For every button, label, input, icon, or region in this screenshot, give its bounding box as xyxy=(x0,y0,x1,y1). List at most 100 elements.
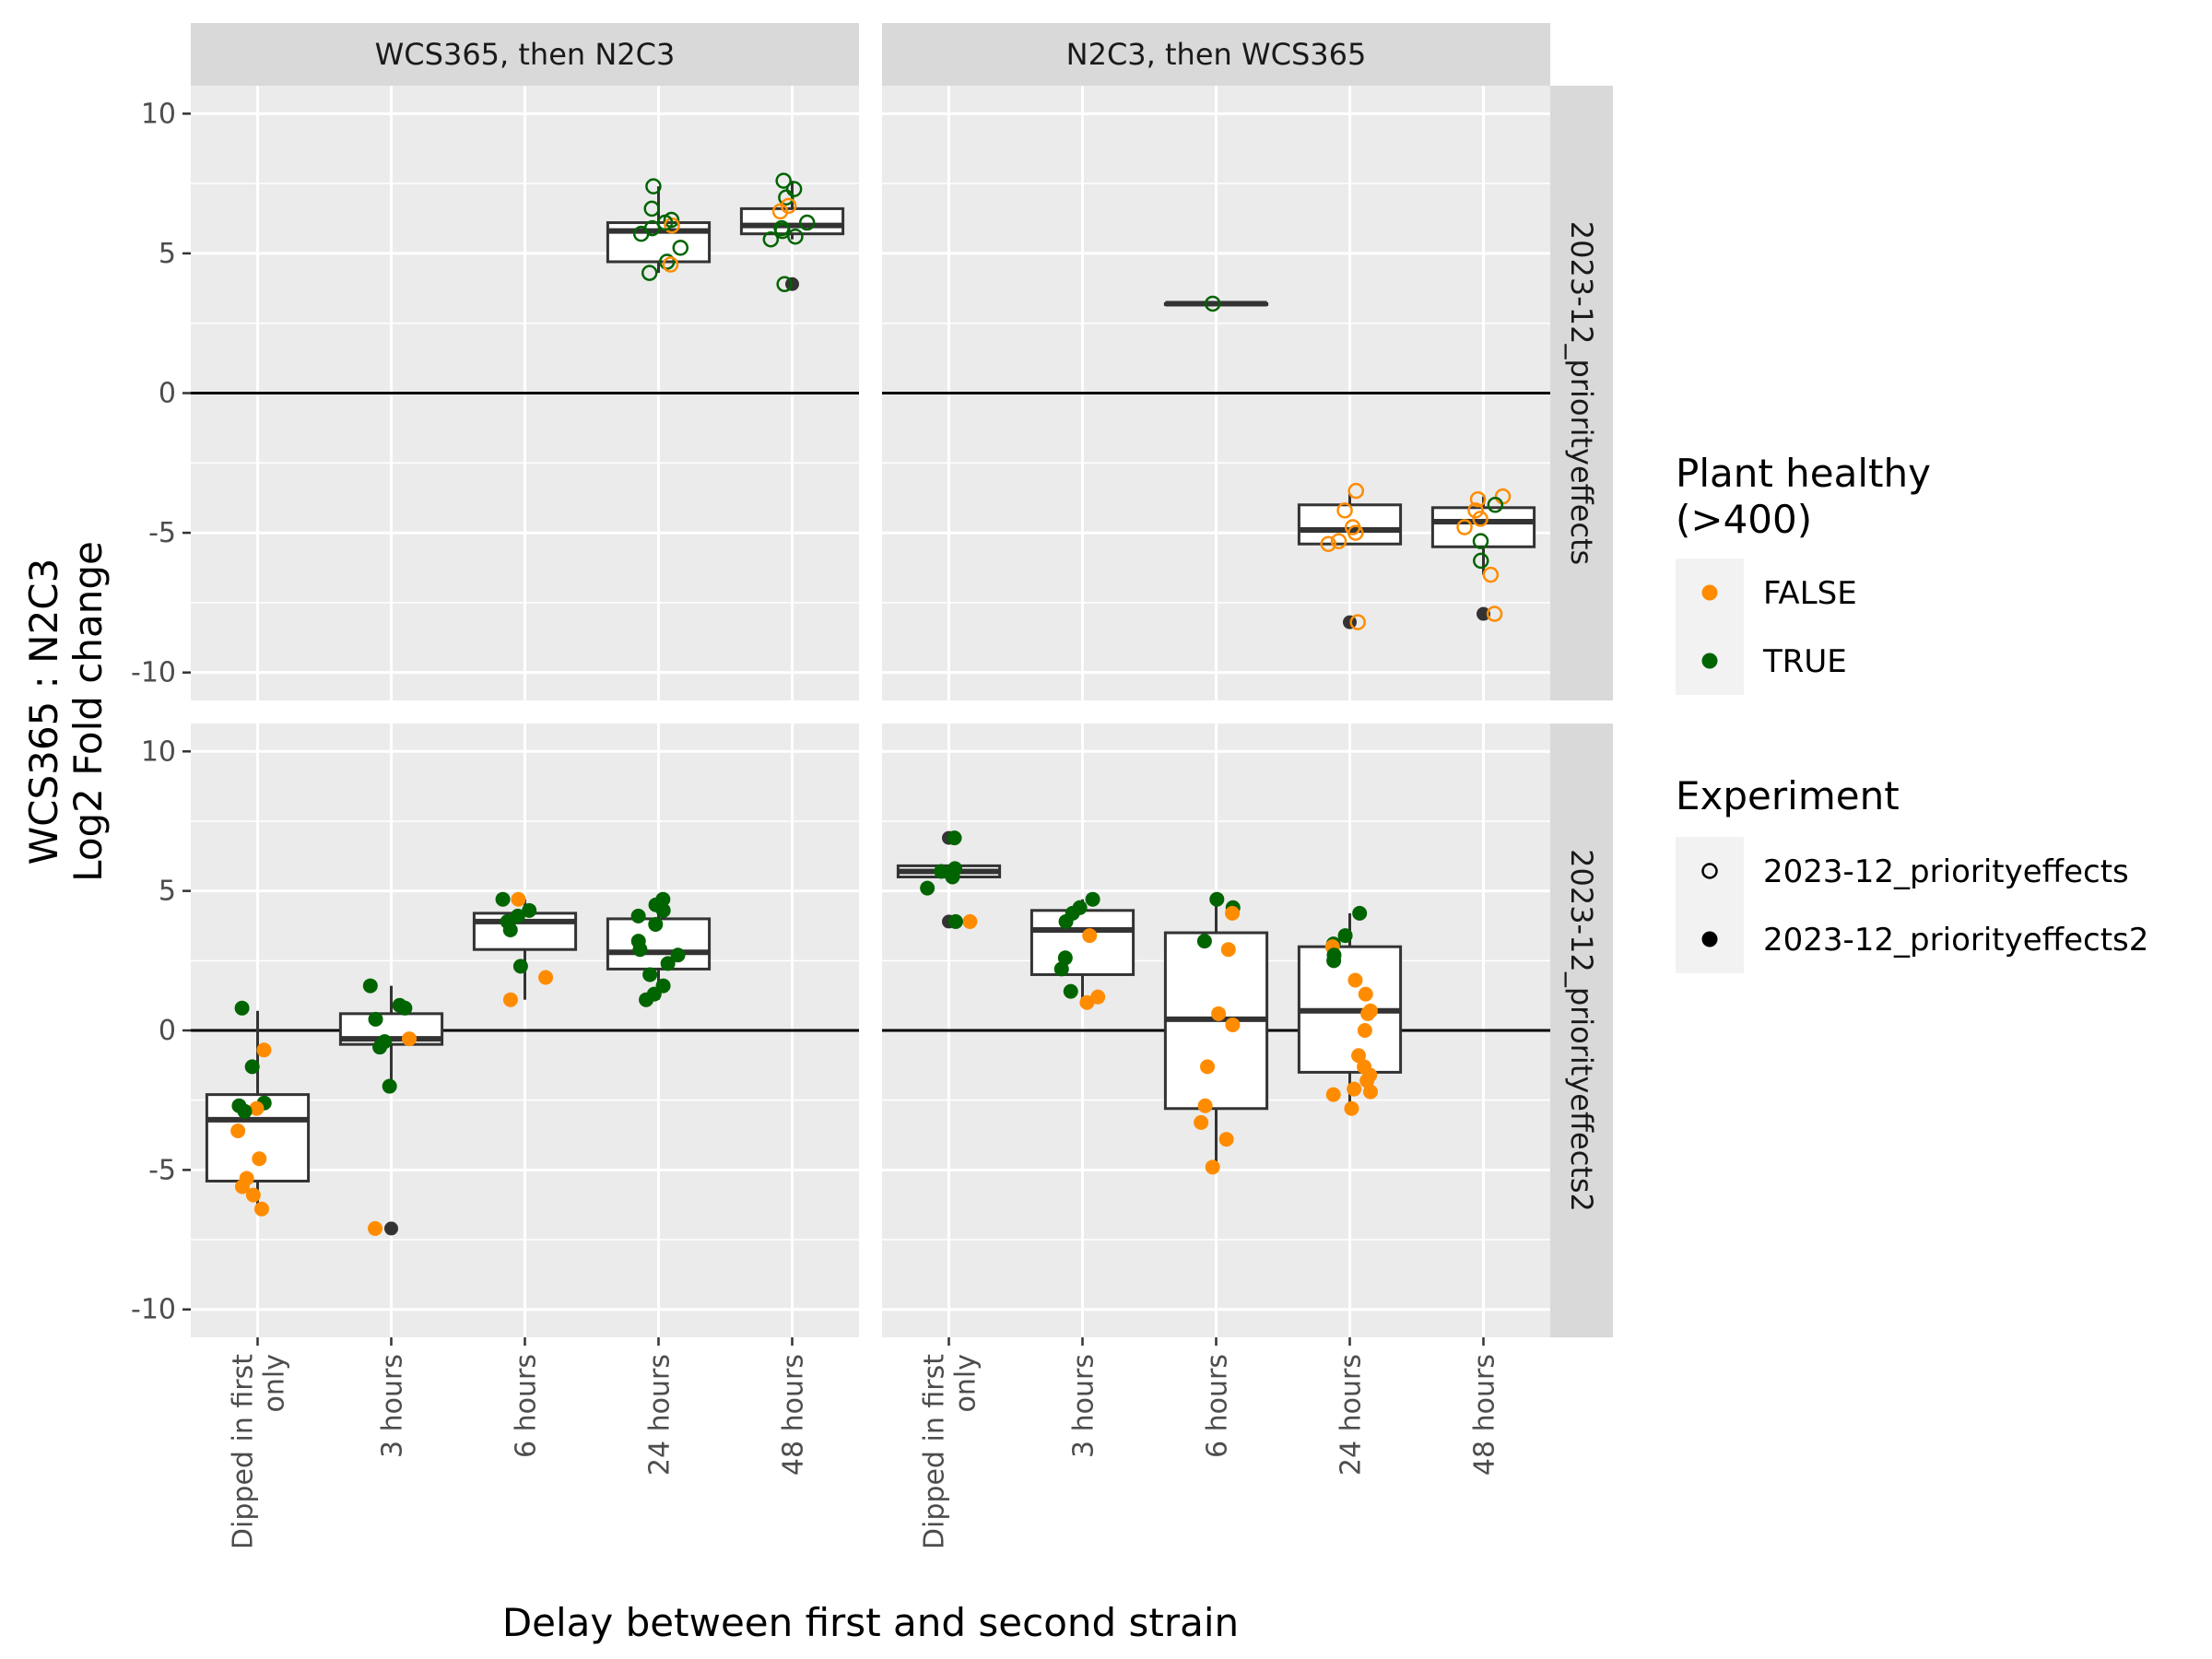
data-point xyxy=(368,1011,383,1027)
panels-layer xyxy=(191,86,1550,1337)
data-point xyxy=(253,1201,269,1217)
data-point xyxy=(522,902,537,918)
data-point xyxy=(1347,1081,1362,1097)
y-tick-label: 10 xyxy=(141,735,176,768)
box-2 xyxy=(1163,899,1269,1168)
data-point xyxy=(775,172,792,189)
data-point xyxy=(662,256,679,273)
data-point xyxy=(230,1123,246,1138)
data-point xyxy=(249,1100,265,1116)
data-point xyxy=(785,181,803,197)
row-strip-label: 2023-12_priorityeffects xyxy=(1564,221,1599,565)
box-3 xyxy=(1297,493,1403,629)
data-point xyxy=(1225,905,1241,921)
y-tick-label: 5 xyxy=(159,238,176,270)
row-strip-0: 2023-12_priorityeffects xyxy=(1550,86,1613,700)
data-point xyxy=(1220,942,1236,958)
legend-color-label: FALSE xyxy=(1763,575,1857,612)
box-2 xyxy=(1163,300,1269,307)
data-point xyxy=(1351,1048,1367,1064)
legend-color-item-true: TRUE xyxy=(1676,627,1847,695)
y-axis-title-line: WCS365 : N2C3 xyxy=(21,559,66,865)
data-point xyxy=(1063,983,1078,999)
legend-shape-item-0: 2023-12_priorityeffects xyxy=(1676,837,2129,905)
y-tick-label: 5 xyxy=(159,876,176,908)
data-point xyxy=(1194,1114,1209,1130)
data-point xyxy=(362,978,378,994)
data-point xyxy=(934,864,949,879)
data-point xyxy=(962,913,978,929)
row-strip-1: 2023-12_priorityeffects2 xyxy=(1550,724,1613,1337)
box-2 xyxy=(472,899,578,1000)
data-point xyxy=(1058,913,1074,929)
data-point xyxy=(1349,614,1366,630)
data-point xyxy=(778,189,794,206)
data-point xyxy=(639,992,654,1007)
data-point xyxy=(502,923,518,938)
data-point xyxy=(1336,502,1353,519)
data-point xyxy=(1200,1059,1216,1075)
row-strip-label: 2023-12_priorityeffects2 xyxy=(1564,849,1599,1212)
data-point xyxy=(372,1040,388,1055)
data-point xyxy=(787,228,804,245)
legend-color-title-line: (>400) xyxy=(1676,497,1812,542)
data-point xyxy=(1487,497,1504,513)
box-body xyxy=(1430,506,1536,548)
data-point xyxy=(1225,1017,1241,1032)
x-tick-label: 48 hours xyxy=(778,1354,810,1476)
data-point xyxy=(670,947,686,963)
data-point xyxy=(1205,295,1221,312)
data-point xyxy=(1352,905,1368,921)
legend-shape-title: Experiment xyxy=(1676,773,1900,818)
data-point xyxy=(658,253,676,270)
data-point xyxy=(1057,950,1073,966)
y-tick-label: 0 xyxy=(159,378,176,410)
x-tick-label-line: Dipped in first xyxy=(919,1354,951,1549)
data-point xyxy=(1085,891,1100,907)
data-point xyxy=(945,869,960,885)
data-point xyxy=(1486,606,1503,622)
data-point xyxy=(1347,482,1365,500)
x-tick-label-line: 48 hours xyxy=(1469,1354,1501,1476)
data-point xyxy=(660,956,676,971)
legend-color-item-false: FALSE xyxy=(1676,559,1857,627)
data-point xyxy=(244,1059,260,1075)
x-tick-label-line: 48 hours xyxy=(778,1354,810,1476)
data-point xyxy=(920,880,935,896)
x-tick-label: 3 hours xyxy=(377,1354,409,1458)
data-point xyxy=(1347,972,1363,988)
data-point xyxy=(672,240,689,256)
data-point xyxy=(245,1187,261,1203)
legend-key-background xyxy=(1676,837,1744,905)
x-tick-label-line: 24 hours xyxy=(644,1354,677,1476)
data-point xyxy=(632,225,650,242)
x-tick-label-line: 6 hours xyxy=(1202,1354,1234,1458)
y-tick-label: -10 xyxy=(131,657,176,689)
data-point xyxy=(780,197,797,215)
data-point xyxy=(1197,1098,1213,1113)
data-point xyxy=(1469,490,1487,508)
legend-color-title: Plant healthy (>400) xyxy=(1676,451,1931,542)
box-body xyxy=(472,912,578,951)
row-strip-background xyxy=(1550,724,1613,1337)
data-point xyxy=(1360,1006,1376,1021)
data-point xyxy=(1325,1087,1341,1102)
x-tick-label: Dipped in firstonly xyxy=(919,1354,982,1549)
data-point xyxy=(1472,511,1488,527)
data-point xyxy=(642,967,658,982)
data-point xyxy=(495,891,511,907)
x-tick-label: 3 hours xyxy=(1068,1354,1100,1458)
data-point xyxy=(655,902,671,918)
x-tick-label: Dipped in firstonly xyxy=(228,1354,291,1549)
data-point xyxy=(762,231,780,248)
panel-0-1 xyxy=(882,86,1550,700)
y-tick-label: -5 xyxy=(148,1154,176,1186)
legend-shape-item-1: 2023-12_priorityeffects2 xyxy=(1676,905,2148,973)
legend-shape-label: 2023-12_priorityeffects xyxy=(1763,853,2129,890)
x-tick-label: 6 hours xyxy=(1202,1354,1234,1458)
data-point xyxy=(237,1103,253,1119)
data-point xyxy=(1196,934,1212,949)
data-point xyxy=(382,1078,397,1094)
x-tick-label-line: 24 hours xyxy=(1335,1354,1368,1476)
